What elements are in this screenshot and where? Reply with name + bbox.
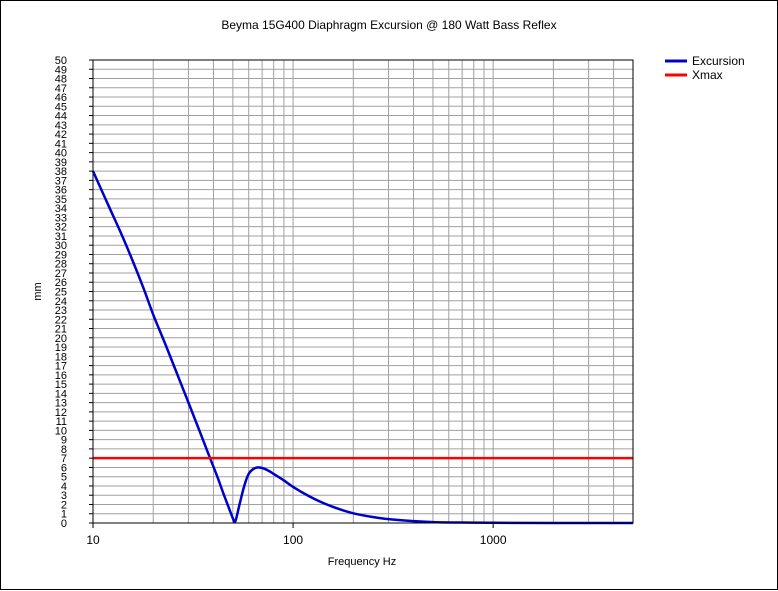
x-tick-label: 1000 [480, 533, 507, 547]
y-tick-label: 16 [55, 370, 67, 382]
y-tick-label: 28 [55, 259, 67, 271]
y-tick-label: 31 [55, 231, 67, 243]
y-tick-label: 48 [55, 74, 67, 86]
legend-label-excursion: Excursion [692, 54, 745, 68]
y-tick-label: 43 [55, 120, 67, 132]
y-tick-label: 29 [55, 249, 67, 261]
y-tick-label: 33 [55, 212, 67, 224]
y-tick-label: 24 [55, 296, 67, 308]
y-tick-label: 9 [61, 435, 67, 447]
y-tick-label: 47 [55, 83, 67, 95]
y-tick-label: 42 [55, 129, 67, 141]
series-lines [91, 170, 634, 525]
y-axis-title: mm [32, 282, 44, 300]
legend: Excursion Xmax [665, 54, 745, 82]
y-tick-label: 6 [61, 462, 67, 474]
y-tick-label: 4 [61, 481, 67, 493]
plot-area [92, 59, 634, 524]
y-tick-label: 13 [55, 398, 67, 410]
y-tick-label: 39 [55, 157, 67, 169]
y-tick-label: 1 [61, 509, 67, 521]
y-tick-label: 32 [55, 222, 67, 234]
y-tick-label: 36 [55, 185, 67, 197]
series-line-excursion [91, 170, 634, 525]
y-tick-label: 14 [55, 388, 67, 400]
y-tick-label: 2 [61, 499, 67, 511]
y-tick-label: 40 [55, 148, 67, 160]
y-tick-label: 18 [55, 351, 67, 363]
y-tick-label: 49 [55, 64, 67, 76]
y-tick-label: 22 [55, 314, 67, 326]
y-tick-label: 37 [55, 175, 67, 187]
y-tick-label: 23 [55, 305, 67, 317]
y-tick-label: 25 [55, 287, 67, 299]
x-tick-labels: 10 100 1000 [86, 523, 507, 547]
y-tick-label: 10 [55, 425, 67, 437]
y-tick-label: 11 [56, 416, 67, 428]
legend-label-xmax: Xmax [692, 68, 723, 82]
y-tick-label: 46 [55, 92, 67, 104]
y-tick-labels: 0123456789101112131415161718192021222324… [55, 55, 93, 530]
y-tick-label: 38 [55, 166, 67, 178]
y-tick-label: 26 [55, 277, 67, 289]
y-tick-label: 8 [61, 444, 67, 456]
y-tick-label: 5 [61, 472, 67, 484]
x-tick-label: 10 [86, 533, 100, 547]
chart-title: Beyma 15G400 Diaphragm Excursion @ 180 W… [221, 18, 556, 32]
y-tick-label: 20 [55, 333, 67, 345]
y-tick-label: 15 [55, 379, 67, 391]
y-tick-label: 27 [55, 268, 67, 280]
y-tick-label: 45 [55, 101, 67, 113]
y-tick-label: 7 [61, 453, 67, 465]
grid-lines [92, 59, 634, 524]
y-tick-label: 17 [55, 361, 67, 373]
y-tick-label: 50 [55, 55, 67, 67]
y-tick-label: 41 [55, 138, 67, 150]
y-tick-label: 21 [55, 324, 67, 336]
y-tick-label: 0 [61, 518, 67, 530]
y-tick-label: 44 [55, 111, 67, 123]
y-tick-label: 3 [61, 490, 67, 502]
y-tick-label: 19 [55, 342, 67, 354]
y-tick-label: 34 [55, 203, 67, 215]
x-tick-label: 100 [283, 533, 303, 547]
x-axis-title: Frequency Hz [328, 556, 396, 568]
y-tick-label: 12 [55, 407, 67, 419]
y-tick-label: 30 [55, 240, 67, 252]
y-tick-label: 35 [55, 194, 67, 206]
